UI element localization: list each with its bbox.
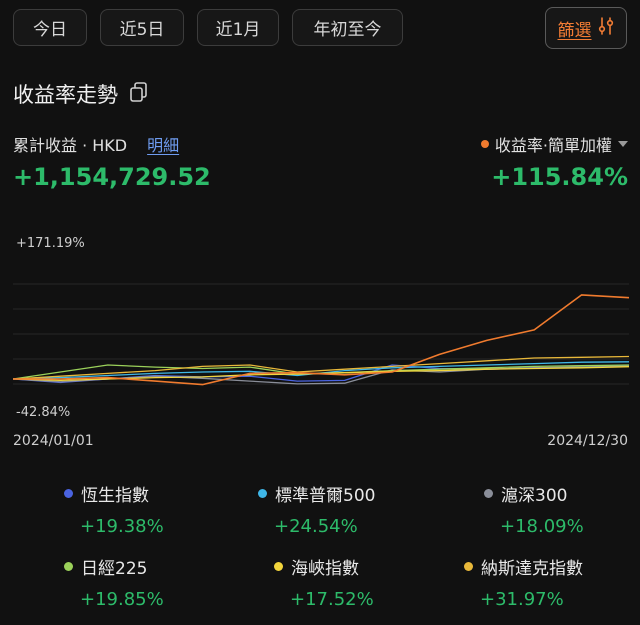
period-label: 年初至今 — [313, 20, 382, 40]
legend-name: 滬深300 — [501, 486, 568, 506]
legend-name: 日經225 — [81, 559, 148, 579]
legend-item-hsi[interactable]: 恆生指數 +19.38% — [64, 481, 264, 537]
y-max-label: +171.19% — [16, 236, 85, 251]
section-title: 收益率走勢 — [13, 79, 148, 109]
caret-down-icon — [618, 141, 628, 147]
series-dot-icon — [480, 140, 489, 148]
legend-item-sti[interactable]: 海峽指數 +17.52% — [274, 554, 474, 610]
return-type-label: 收益率·簡單加權 — [494, 136, 612, 155]
filter-label: 篩選 — [557, 20, 592, 41]
cumulative-header: 累計收益 · HKD 明細 — [13, 132, 179, 156]
period-label: 近5日 — [119, 20, 165, 40]
legend-name: 海峽指數 — [291, 559, 359, 579]
period-today-button[interactable]: 今日 — [13, 9, 87, 46]
x-end-label: 2024/12/30 — [547, 433, 628, 449]
legend-name: 恆生指數 — [81, 486, 149, 506]
y-min-label: -42.84% — [16, 405, 71, 420]
copy-icon[interactable] — [128, 81, 148, 108]
return-chart — [13, 283, 629, 386]
legend-item-nikkei[interactable]: 日經225 +19.85% — [64, 554, 264, 610]
legend-value: +31.97% — [480, 589, 564, 610]
sliders-icon — [597, 16, 615, 41]
legend-dot-icon — [484, 489, 493, 498]
legend-value: +19.85% — [80, 589, 164, 610]
legend-dot-icon — [258, 489, 267, 498]
legend-name: 標準普爾500 — [275, 486, 376, 506]
period-5d-button[interactable]: 近5日 — [100, 9, 184, 46]
legend-dot-icon — [64, 489, 73, 498]
return-value: +115.84% — [491, 163, 628, 191]
legend-item-csi300[interactable]: 滬深300 +18.09% — [484, 481, 634, 537]
period-label: 今日 — [33, 20, 67, 40]
legend-value: +19.38% — [80, 516, 164, 537]
period-ytd-button[interactable]: 年初至今 — [292, 9, 403, 46]
legend-item-nasdaq[interactable]: 納斯達克指數 +31.97% — [464, 554, 634, 610]
legend-name: 納斯達克指數 — [481, 559, 583, 579]
return-type-selector[interactable]: 收益率·簡單加權 — [480, 132, 628, 156]
legend-value: +18.09% — [500, 516, 584, 537]
x-start-label: 2024/01/01 — [13, 433, 94, 449]
legend-item-sp500[interactable]: 標準普爾500 +24.54% — [258, 481, 458, 537]
series-line — [13, 294, 629, 386]
legend-dot-icon — [64, 562, 73, 571]
legend-dot-icon — [464, 562, 473, 571]
cumulative-label: 累計收益 · HKD — [13, 136, 128, 155]
detail-link[interactable]: 明細 — [147, 136, 180, 155]
filter-button[interactable]: 篩選 — [545, 7, 627, 49]
period-1m-button[interactable]: 近1月 — [197, 9, 279, 46]
title-text: 收益率走勢 — [13, 83, 118, 107]
legend-value: +24.54% — [274, 516, 358, 537]
period-label: 近1月 — [215, 20, 261, 40]
legend-value: +17.52% — [290, 589, 374, 610]
legend-dot-icon — [274, 562, 283, 571]
cumulative-value: +1,154,729.52 — [13, 163, 211, 191]
series-line — [13, 355, 629, 380]
